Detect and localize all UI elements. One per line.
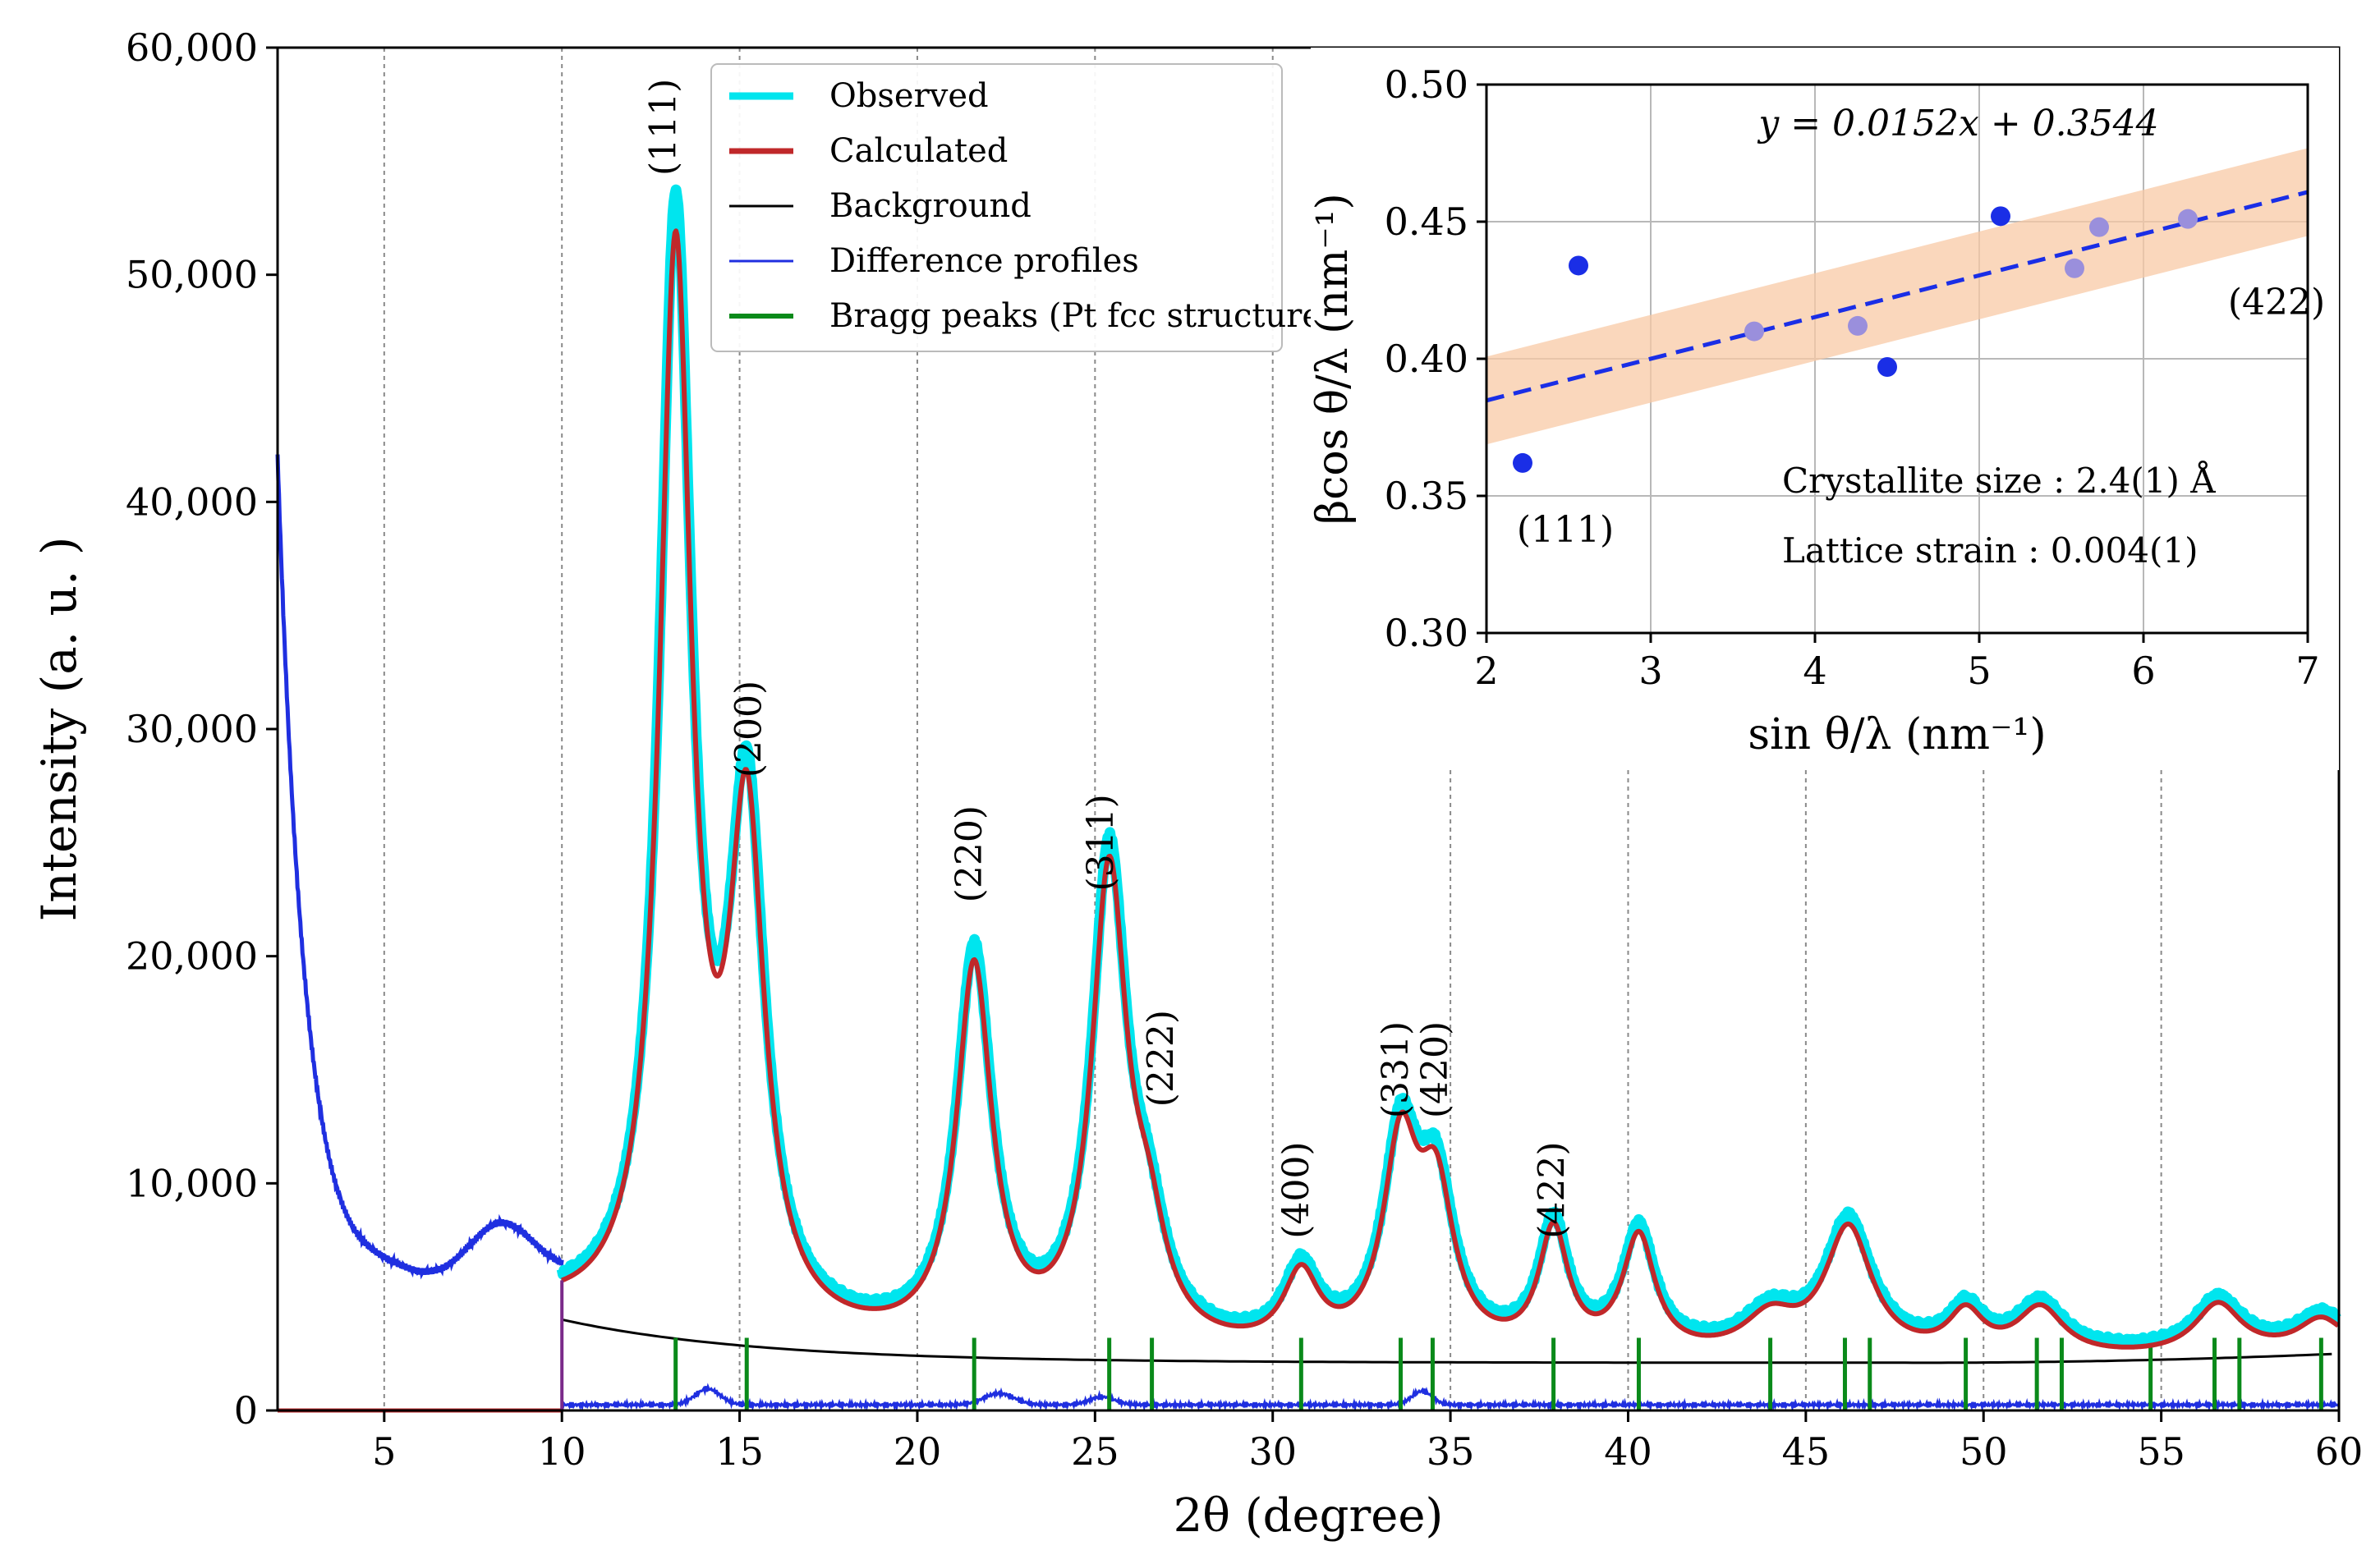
main-x-tick-label: 40 (1604, 1429, 1652, 1474)
main-y-tick-label: 50,000 (126, 253, 258, 297)
inset-data-point (1848, 315, 1868, 336)
peak-label: (331) (1375, 1021, 1417, 1118)
peak-label: (200) (728, 681, 770, 777)
fit-line (1486, 190, 2309, 403)
main-y-tick-label: 40,000 (126, 479, 258, 524)
peak-label: (311) (1080, 794, 1122, 891)
peak-label: (222) (1141, 1010, 1183, 1107)
inset-data-point (1744, 321, 1764, 342)
bragg-marks (673, 1337, 2323, 1410)
difference-line (560, 1383, 2340, 1412)
main-x-axis-label: 2θ (degree) (1174, 1489, 1444, 1543)
main-x-tick-label: 10 (538, 1429, 586, 1474)
main-y-ticks: 0 10,000 20,000 30,000 40,000 50,000 60,000 (126, 25, 278, 1433)
inset-y-tick-label: 0.45 (1385, 200, 1468, 244)
inset-data-point (2178, 209, 2198, 229)
main-y-tick-label: 0 (234, 1388, 258, 1433)
main-x-tick-label: 45 (1782, 1429, 1831, 1474)
inset-y-axis-label: βcos θ/λ (nm⁻¹) (1308, 193, 1358, 525)
inset-x-axis-label: sin θ/λ (nm⁻¹) (1748, 710, 2046, 759)
peak-label: (111) (643, 79, 685, 176)
legend-label-calculated: Calculated (829, 132, 1008, 170)
inset-data-point (2065, 258, 2084, 278)
main-x-tick-label: 5 (372, 1429, 396, 1474)
legend-label-bragg: Bragg peaks (Pt fcc structure) (829, 297, 1335, 335)
inset-data-point (1877, 357, 1897, 378)
peak-label: (220) (949, 805, 990, 902)
inset-plot: 2 3 4 5 6 7 0.30 0.35 0.40 0.45 0.50 y = 0.0152x … (1308, 48, 2339, 770)
legend-box (710, 63, 1283, 352)
inset-points (1513, 206, 2198, 473)
main-x-ticks: 5 10 15 20 25 30 35 40 45 50 55 60 (372, 1410, 2363, 1474)
peak-label: (422) (1532, 1141, 1574, 1238)
inset-data-point (1513, 452, 1532, 473)
inset-x-tick-label: 3 (1638, 649, 1662, 693)
inset-background (1311, 48, 2339, 770)
inset-y-tick-label: 0.40 (1385, 337, 1468, 381)
lattice-strain-annotation: Lattice strain : 0.004(1) (1782, 530, 2198, 571)
main-y-tick-label: 20,000 (126, 934, 258, 979)
legend-label-difference: Difference profiles (829, 242, 1139, 280)
inset-y-tick-label: 0.30 (1385, 611, 1468, 655)
inset-y-ticks: 0.30 0.35 0.40 0.45 0.50 (1385, 62, 1486, 655)
inset-x-tick-label: 2 (1474, 649, 1498, 693)
crystallite-size-annotation: Crystallite size : 2.4(1) Å (1782, 460, 2216, 501)
peak-labels: (111) (200) (220) (311) (222) (400) (331)(420)… (643, 79, 1574, 1239)
inset-x-tick-label: 5 (1967, 649, 1991, 693)
difference-series (560, 1383, 2340, 1412)
legend-label-observed: Observed (829, 77, 989, 115)
inset-x-ticks: 2 3 4 5 6 7 (1474, 633, 2320, 693)
inset-y-tick-label: 0.50 (1385, 62, 1468, 107)
main-x-tick-label: 55 (2137, 1429, 2185, 1474)
peak-label: (420) (1414, 1021, 1456, 1118)
main-x-tick-label: 25 (1071, 1429, 1119, 1474)
main-y-axis-label: Intensity (a. u. ) (31, 536, 87, 921)
legend: Observed Calculated Background Differenc… (710, 63, 1335, 352)
low-angle-observed-line (275, 454, 564, 1280)
main-x-tick-label: 35 (1427, 1429, 1475, 1474)
inset-data-point (1991, 206, 2010, 227)
legend-label-background: Background (829, 187, 1031, 225)
inset-x-tick-label: 4 (1803, 649, 1826, 693)
inset-point-label: (422) (2228, 282, 2325, 323)
inset-y-tick-label: 0.35 (1385, 474, 1468, 518)
calculated-line (560, 228, 2340, 1350)
inset-data-point (1569, 255, 1588, 276)
inset-x-tick-label: 7 (2295, 649, 2319, 693)
main-x-tick-label: 15 (715, 1429, 764, 1474)
peak-label: (400) (1275, 1141, 1317, 1238)
inset-data-point (2089, 217, 2109, 237)
main-x-tick-label: 60 (2315, 1429, 2364, 1474)
main-y-tick-label: 60,000 (126, 25, 258, 70)
main-series (275, 184, 2343, 1413)
main-x-tick-label: 20 (894, 1429, 942, 1474)
fit-equation: y = 0.0152x + 0.3544 (1757, 103, 2158, 144)
inset-point-labels: (111) (422) (1517, 282, 2325, 551)
main-plot: 5 10 15 20 25 30 35 40 45 50 55 60 010,00020,00030,… (31, 25, 2363, 1543)
inset-point-label: (111) (1517, 509, 1614, 551)
main-x-tick-label: 30 (1248, 1429, 1297, 1474)
main-y-tick-label: 30,000 (126, 707, 258, 751)
main-x-tick-label: 50 (1960, 1429, 2008, 1474)
main-y-tick-label: 10,000 (126, 1161, 258, 1205)
inset-x-tick-label: 6 (2131, 649, 2155, 693)
